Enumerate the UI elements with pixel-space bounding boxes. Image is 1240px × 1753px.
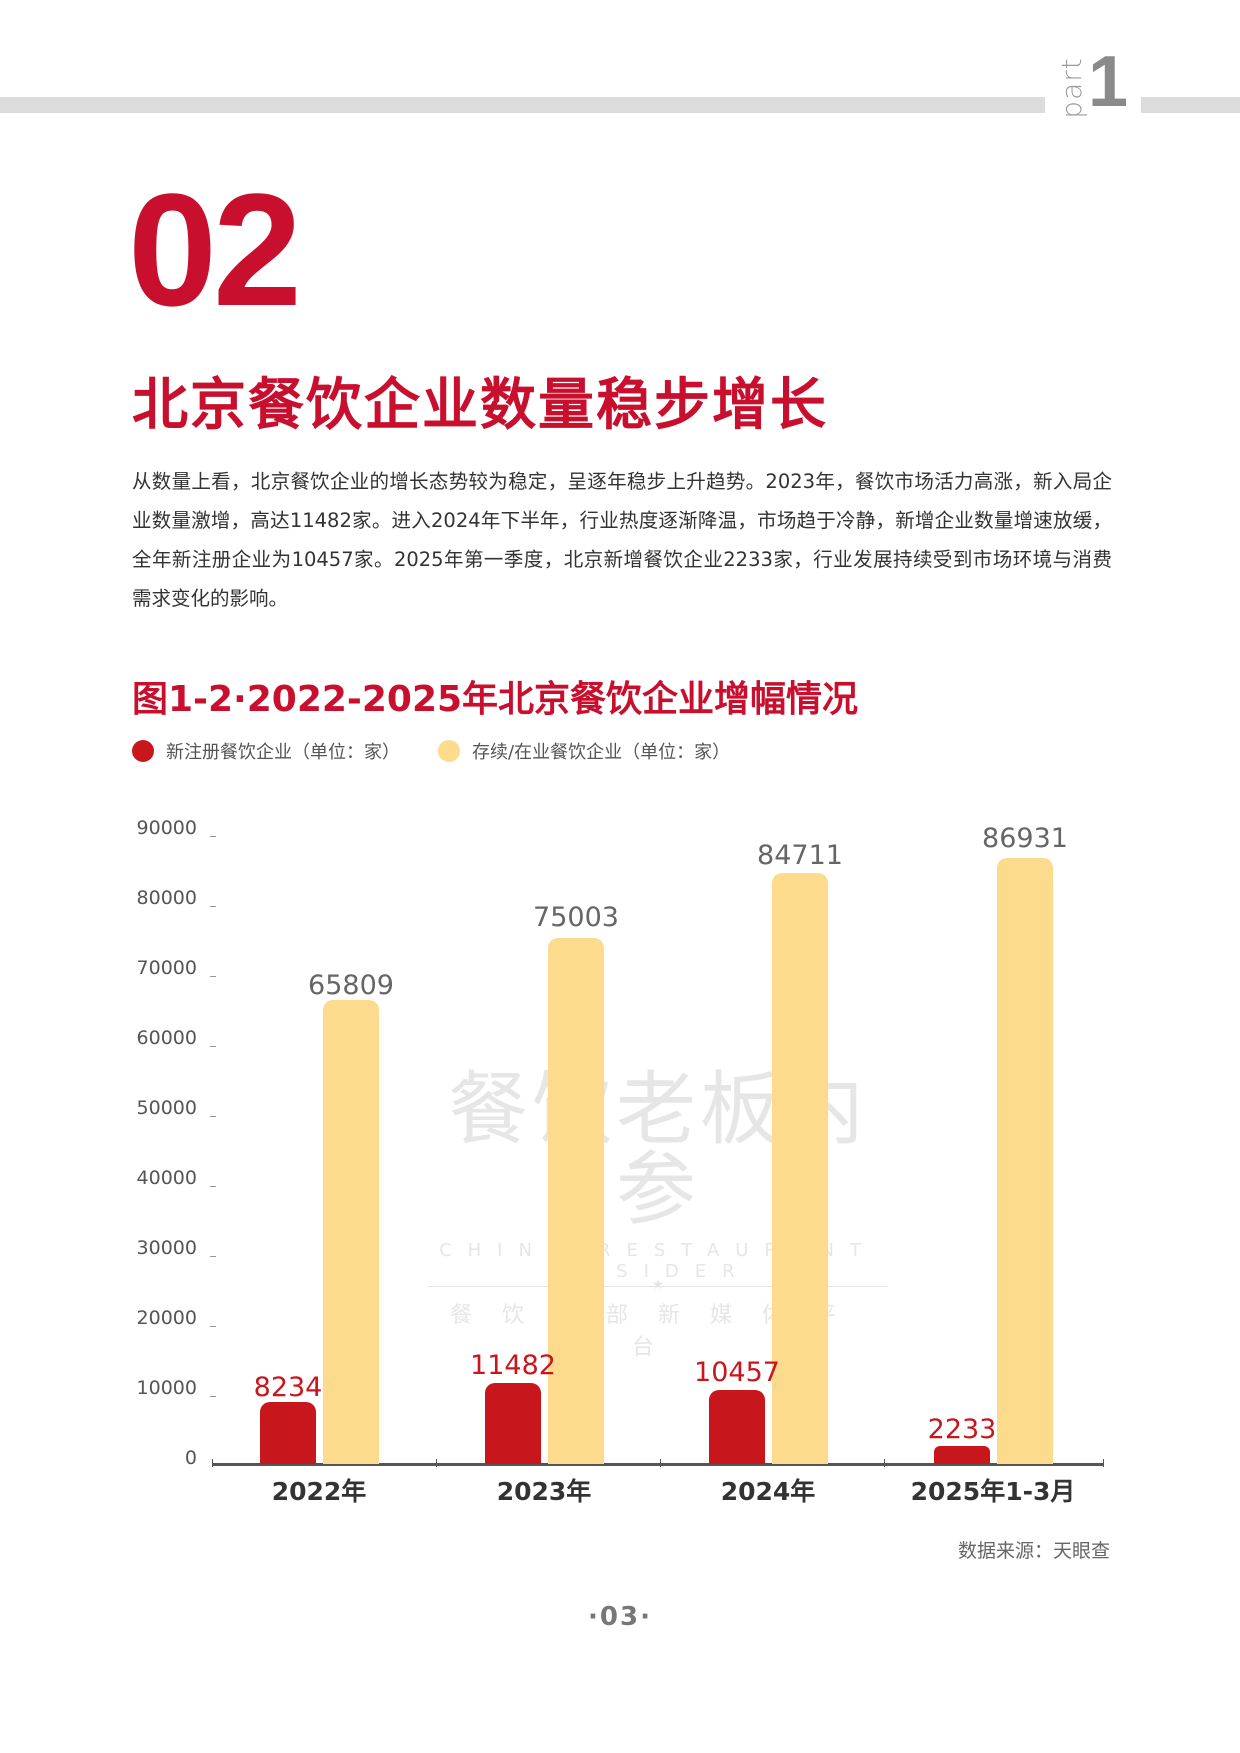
section-number: 02 (128, 160, 302, 339)
value-label-existing-2023: 75003 (533, 902, 619, 933)
x-category-2022: 2022年 (271, 1477, 367, 1506)
y-tick-label: 50000 (136, 1097, 197, 1119)
x-category-2023: 2023年 (496, 1477, 592, 1506)
y-tick-label: 60000 (136, 1027, 197, 1049)
legend-label-existing: 存续/在业餐饮企业（单位：家） (472, 742, 731, 763)
header-rule-left (0, 97, 1045, 113)
y-tick-label: 40000 (136, 1167, 197, 1189)
bar-existing-2022 (323, 1000, 379, 1464)
y-tick-label: 10000 (136, 1377, 197, 1399)
bar-existing-2024 (772, 873, 828, 1464)
y-tick-mark (210, 836, 216, 837)
value-label-existing-2022: 65809 (308, 970, 394, 1001)
page-number: ·03· (588, 1602, 652, 1632)
bar-new-2025q1 (934, 1446, 990, 1464)
y-tick-mark (210, 1116, 216, 1117)
bar-existing-2025q1 (997, 858, 1053, 1464)
x-axis-tick (212, 1459, 213, 1467)
bar-new-2023 (485, 1383, 541, 1464)
part-number: 1 (1088, 42, 1129, 122)
x-category-2024: 2024年 (720, 1477, 816, 1506)
y-tick-label: 0 (184, 1447, 197, 1469)
bar-new-2024 (709, 1390, 765, 1464)
legend-swatch-red-icon (132, 740, 154, 762)
x-category-2025q1: 2025年1-3月 (910, 1477, 1076, 1506)
y-tick-label: 70000 (136, 957, 197, 979)
y-tick-mark (210, 1396, 216, 1397)
y-tick-mark (210, 976, 216, 977)
y-tick-label: 80000 (136, 887, 197, 909)
section-title: 北京餐饮企业数量稳步增长 (132, 372, 828, 438)
y-tick-mark (210, 906, 216, 907)
x-axis-tick (660, 1459, 661, 1467)
y-tick-label: 90000 (136, 817, 197, 839)
section-body-text: 从数量上看，北京餐饮企业的增长态势较为稳定，呈逐年稳步上升趋势。2023年，餐饮… (132, 470, 1112, 610)
value-label-existing-2024: 84711 (757, 840, 843, 871)
header-rule-right (1141, 97, 1240, 113)
bar-new-2022 (260, 1402, 316, 1464)
y-tick-mark (210, 1326, 216, 1327)
x-axis-tick (884, 1459, 885, 1467)
bar-existing-2023 (548, 938, 604, 1464)
y-tick-label: 30000 (136, 1237, 197, 1259)
value-label-new-2023: 11482 (470, 1350, 556, 1381)
legend-item-existing: 存续/在业餐饮企业（单位：家） (438, 738, 730, 764)
value-label-new-2022: 8234 (253, 1372, 323, 1403)
figure-title: 图1-2·2022-2025年北京餐饮企业增幅情况 (132, 679, 859, 720)
y-tick-mark (210, 1046, 216, 1047)
legend-swatch-yellow-icon (438, 740, 460, 762)
legend-label-new: 新注册餐饮企业（单位：家） (166, 742, 400, 763)
data-source: 数据来源：天眼查 (957, 1540, 1110, 1562)
y-tick-label: 20000 (136, 1307, 197, 1329)
y-tick-mark (210, 1186, 216, 1187)
y-tick-mark (210, 1256, 216, 1257)
x-axis-tick (436, 1459, 437, 1467)
legend-item-new: 新注册餐饮企业（单位：家） (132, 738, 400, 764)
chart-legend: 新注册餐饮企业（单位：家） 存续/在业餐饮企业（单位：家） (132, 738, 768, 764)
star-icon: ★ (651, 1277, 665, 1293)
value-label-new-2024: 10457 (694, 1357, 780, 1388)
x-axis-line (212, 1463, 1104, 1466)
value-label-new-2025q1: 2233 (927, 1414, 997, 1445)
x-axis-tick (1103, 1459, 1104, 1467)
value-label-existing-2025q1: 86931 (982, 823, 1068, 854)
